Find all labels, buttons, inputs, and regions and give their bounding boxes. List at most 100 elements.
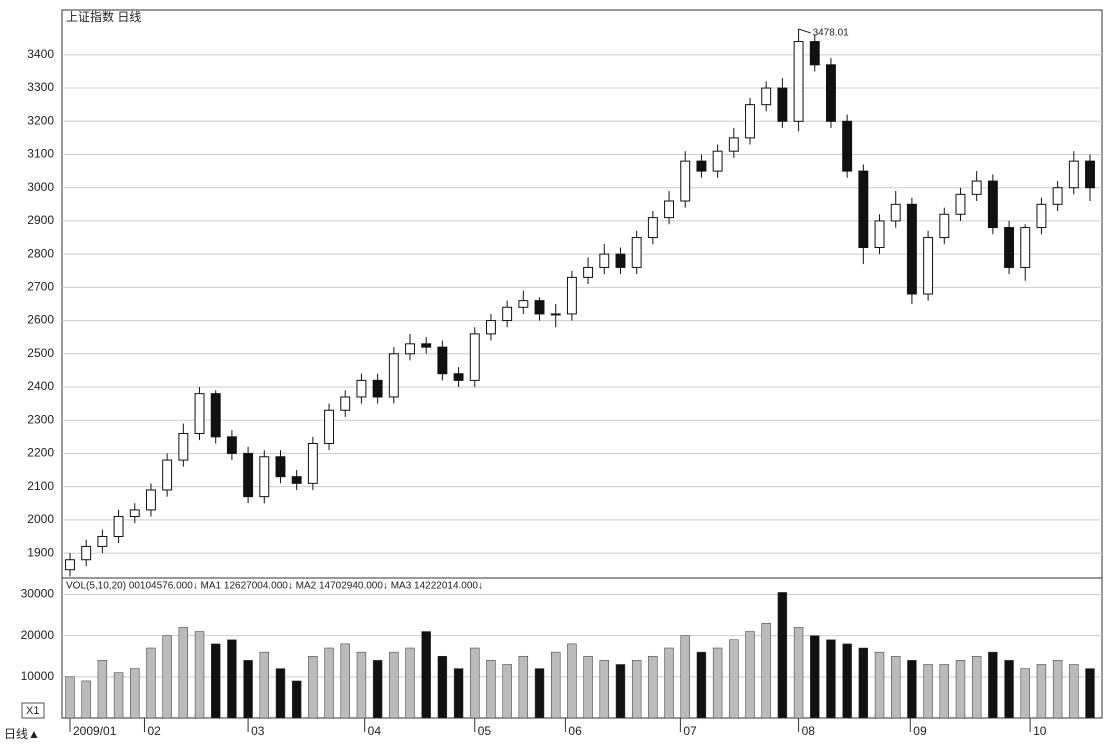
candle-body <box>1004 227 1014 268</box>
candle-body <box>210 393 221 438</box>
candle-body <box>356 379 367 398</box>
candle-body <box>745 104 755 139</box>
candle-body <box>372 379 383 398</box>
candle-body <box>874 220 885 248</box>
volume-bar <box>308 655 318 719</box>
x-tick-label: 10 <box>1033 724 1047 738</box>
volume-bar <box>777 592 788 719</box>
candle-body <box>194 393 205 435</box>
candle-body <box>243 452 254 498</box>
volume-bar <box>1020 668 1030 719</box>
volume-bar <box>356 651 367 719</box>
x-tick-label: 08 <box>802 724 816 738</box>
volume-bar <box>1036 664 1047 719</box>
x-tick-label: 09 <box>913 724 927 738</box>
volume-bar <box>437 655 448 719</box>
volume-bar <box>291 680 302 719</box>
volume-bar <box>761 623 771 719</box>
vol-tick-label: 10000 <box>21 669 55 683</box>
volume-bar <box>486 660 496 719</box>
candle-body <box>259 456 270 498</box>
volume-bar <box>65 676 75 719</box>
candle-body <box>550 313 561 316</box>
vol-tick-label: 20000 <box>21 628 55 642</box>
candle-body <box>1052 187 1063 205</box>
candle-body <box>178 433 189 461</box>
volume-bar <box>874 651 885 719</box>
volume-bar <box>583 655 593 719</box>
volume-bar <box>648 655 658 719</box>
x-tick-label: 05 <box>478 724 492 738</box>
candle-body <box>583 266 594 278</box>
volume-bar <box>955 660 966 719</box>
volume-bar <box>324 647 334 719</box>
x-tick-label: 02 <box>147 724 161 738</box>
x-tick-label: 07 <box>683 724 697 738</box>
volume-bar <box>858 647 869 719</box>
candle-body <box>226 436 237 454</box>
volume-bar <box>745 631 755 719</box>
volume-bar <box>988 651 998 719</box>
x-tick-label: 03 <box>251 724 265 738</box>
y-tick-label: 3200 <box>27 113 54 127</box>
zoom-box[interactable] <box>21 702 45 719</box>
candle-body <box>987 180 998 229</box>
candle-body <box>340 396 351 411</box>
x-tick-label: 04 <box>368 724 382 738</box>
y-tick-label: 3000 <box>27 180 54 194</box>
chart-title: 上证指数 日线 <box>66 9 141 24</box>
candle-body <box>437 346 448 375</box>
candle-body <box>777 87 788 122</box>
volume-bar <box>97 660 108 719</box>
volume-bar <box>939 664 949 719</box>
candle-body <box>502 306 513 322</box>
candle-body <box>1020 227 1031 268</box>
volume-bar <box>405 647 415 719</box>
candle-body <box>647 217 658 239</box>
y-tick-label: 3300 <box>27 80 54 94</box>
indicator-text: VOL(5,10,20) 00104576.000↓ MA1 12627004.… <box>66 581 483 592</box>
volume-bar <box>372 660 383 719</box>
volume-bar <box>551 651 561 719</box>
candle-body <box>631 237 642 268</box>
volume-bar <box>842 643 852 719</box>
volume-bar <box>826 639 836 719</box>
candle-body <box>1085 160 1095 189</box>
candle-body <box>469 333 480 381</box>
candle-body <box>664 200 674 219</box>
candle-body <box>712 150 723 172</box>
candle-body <box>615 253 626 268</box>
period-label[interactable]: 日线▲ <box>4 727 40 741</box>
volume-bar <box>130 668 140 719</box>
candle-body <box>421 343 432 348</box>
candle-body <box>486 320 496 335</box>
volume-bar <box>81 680 91 719</box>
y-tick-label: 2500 <box>27 346 54 360</box>
candle-body <box>680 160 691 202</box>
candle-body <box>1036 203 1047 229</box>
volume-bar <box>534 668 545 719</box>
volume-bar <box>113 672 124 719</box>
volume-bar <box>567 643 577 719</box>
zoom-label[interactable]: X1 <box>26 705 39 717</box>
y-tick-label: 2700 <box>27 280 54 294</box>
volume-bar <box>1052 660 1063 719</box>
y-tick-label: 2600 <box>27 313 54 327</box>
volume-bar <box>453 668 464 719</box>
y-tick-label: 2100 <box>27 479 54 493</box>
candle-body <box>566 276 577 315</box>
x-tick-label: 06 <box>568 724 582 738</box>
volume-bar <box>421 631 431 719</box>
volume-bar <box>664 647 674 719</box>
candle-body <box>890 203 901 222</box>
candle-body <box>129 509 140 518</box>
y-tick-label: 2400 <box>27 379 54 393</box>
candle-body <box>923 237 934 295</box>
candle-body <box>809 41 820 66</box>
volume-bar <box>696 651 707 719</box>
volume-bar <box>162 635 172 719</box>
candle-body <box>162 459 173 491</box>
volume-bar <box>340 643 350 719</box>
volume-bar <box>502 664 512 719</box>
